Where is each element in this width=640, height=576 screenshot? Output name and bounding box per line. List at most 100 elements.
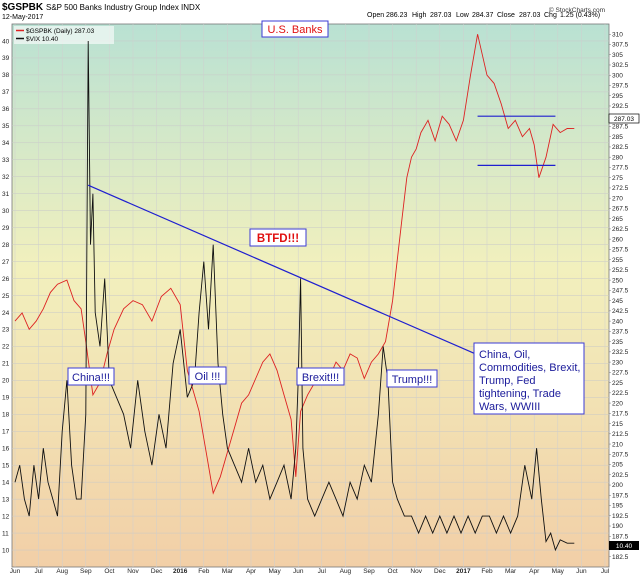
ohlc-close-label: Close — [497, 12, 515, 19]
right-tick-label: 267.5 — [612, 206, 629, 213]
left-tick-label: 12 — [2, 513, 10, 520]
left-tick-label: 33 — [2, 157, 10, 164]
x-tick-label: Oct — [388, 568, 398, 575]
china-annotation: China!!! — [67, 367, 115, 386]
right-tick-label: 215 — [612, 421, 623, 428]
left-tick-label: 30 — [2, 208, 10, 215]
ohlc-close: 287.03 — [519, 12, 541, 19]
right-tick-label: 207.5 — [612, 452, 629, 459]
right-tick-label: 262.5 — [612, 226, 629, 233]
right-tick-label: 232.5 — [612, 349, 629, 356]
series-line-vix — [14, 40, 575, 552]
legend: $GSPBK (Daily) 287.03 $VIX 10.40 — [14, 26, 114, 44]
right-tick-label: 217.5 — [612, 411, 629, 418]
left-tick-label: 19 — [2, 395, 10, 402]
ohlc-low: 284.37 — [472, 12, 494, 19]
risks-annotation: China, Oil, Commodities, Brexit, Trump, … — [473, 342, 585, 415]
right-tick-label: 257.5 — [612, 247, 629, 254]
right-tick-label: 305 — [612, 52, 623, 59]
right-tick-label: 260 — [612, 236, 623, 243]
left-tick-label: 31 — [2, 191, 10, 198]
btfd-annotation: BTFD!!! — [249, 228, 307, 247]
ohlc-open: 286.23 — [386, 12, 408, 19]
china-label: China!!! — [72, 372, 110, 384]
x-tick-label: Jul — [318, 568, 327, 575]
x-tick-label: Apr — [529, 568, 540, 575]
right-tick-label: 307.5 — [612, 42, 629, 49]
left-tick-label: 11 — [2, 530, 9, 537]
right-tick-label: 240 — [612, 318, 623, 325]
left-tick-label: 24 — [2, 310, 10, 317]
left-tick-label: 38 — [2, 72, 10, 79]
left-tick-label: 28 — [2, 242, 10, 249]
left-tick-label: 16 — [2, 446, 10, 453]
oil-label: Oil !!! — [195, 371, 221, 383]
left-tick-label: 40 — [2, 38, 10, 45]
right-tick-label: 190 — [612, 523, 623, 530]
x-tick-label: Sep — [80, 568, 92, 575]
btfd-label: BTFD!!! — [257, 233, 299, 245]
left-tick-label: 29 — [2, 225, 10, 232]
right-tick-label: 227.5 — [612, 370, 629, 377]
x-axis: Jun Jul Aug Sep Oct Nov Dec 2016 Feb Mar Apr May Jun… — [10, 568, 610, 575]
x-tick-label: Feb — [198, 568, 210, 575]
right-tick-label: 210 — [612, 441, 623, 448]
header-date: 12-May-2017 — [2, 14, 43, 21]
right-tick-label: 265 — [612, 216, 623, 223]
left-tick-label: 17 — [2, 429, 10, 436]
right-tick-label: 255 — [612, 257, 623, 264]
ohlc-high: 287.03 — [430, 12, 452, 19]
right-tick-label: 272.5 — [612, 185, 629, 192]
right-axis: 182.5185187.5190192.5195197.5200202.5205… — [609, 31, 629, 561]
right-tick-label: 202.5 — [612, 472, 629, 479]
left-value: 10.40 — [616, 543, 633, 550]
downtrend-line — [87, 184, 502, 366]
right-tick-label: 247.5 — [612, 288, 629, 295]
right-tick-label: 195 — [612, 503, 623, 510]
left-tick-label: 36 — [2, 106, 10, 113]
ohlc-chg: 1.25 (0.43%) — [560, 12, 600, 19]
title-annotation: U.S. Banks — [261, 20, 329, 38]
risks-line-4: tightening, Trade — [479, 388, 561, 400]
x-tick-label: Nov — [410, 568, 422, 575]
watermark: © StockCharts.com — [549, 6, 605, 14]
legend-vix: $VIX 10.40 — [26, 36, 59, 43]
x-tick-label: Dec — [151, 568, 163, 575]
left-tick-label: 26 — [2, 276, 10, 283]
left-axis: 10 11 12 13 14 15 16 17 18 19 20 21 22 23 24 25 26 27 28 29… — [2, 38, 10, 554]
right-value-badge: 287.03 — [608, 113, 640, 124]
ohlc-low-label: Low — [456, 12, 470, 19]
left-tick-label: 21 — [2, 361, 10, 368]
ohlc-open-label: Open — [367, 12, 384, 19]
risks-line-3: Trump, Fed — [479, 375, 535, 387]
trump-annotation: Trump!!! — [386, 369, 438, 388]
left-tick-label: 34 — [2, 140, 10, 147]
left-tick-label: 14 — [2, 479, 10, 486]
right-tick-label: 252.5 — [612, 267, 629, 274]
right-tick-label: 275 — [612, 175, 623, 182]
right-tick-label: 245 — [612, 298, 623, 305]
right-tick-label: 205 — [612, 462, 623, 469]
brexit-label: Brexit!!! — [302, 372, 339, 384]
risks-box — [473, 342, 585, 415]
left-tick-label: 35 — [2, 123, 10, 130]
x-tick-label: Feb — [481, 568, 493, 575]
right-tick-label: 302.5 — [612, 62, 629, 69]
left-tick-label: 27 — [2, 259, 10, 266]
right-tick-label: 200 — [612, 482, 623, 489]
risks-line-5: Wars, WWIII — [479, 401, 540, 413]
right-tick-label: 295 — [612, 93, 623, 100]
right-tick-label: 235 — [612, 339, 623, 346]
oil-annotation: Oil !!! — [188, 366, 227, 385]
ticker: $GSPBK — [2, 2, 44, 13]
chart-header-title: S&P 500 Banks Industry Group Index INDX — [46, 3, 201, 12]
left-tick-label: 20 — [2, 378, 10, 385]
right-tick-label: 292.5 — [612, 103, 629, 110]
x-tick-label: Jul — [601, 568, 610, 575]
x-tick-label: Aug — [56, 568, 68, 575]
right-tick-label: 242.5 — [612, 308, 629, 315]
right-tick-label: 310 — [612, 31, 623, 38]
left-tick-label: 23 — [2, 327, 10, 334]
x-tick-label: Jun — [10, 568, 21, 575]
